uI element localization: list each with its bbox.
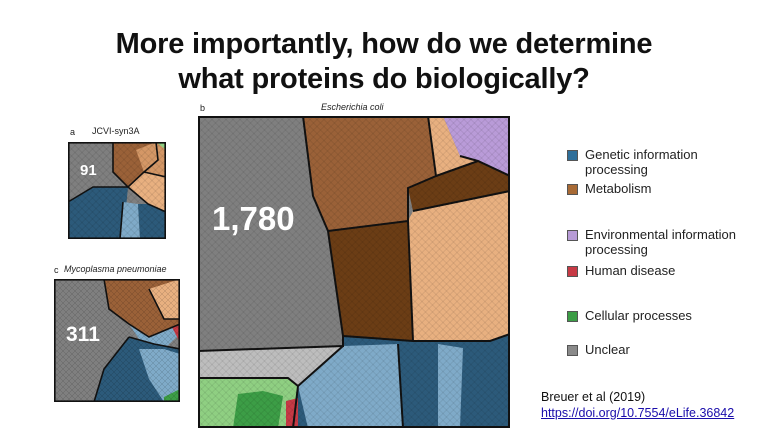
slide-title-line-2: what proteins do biologically? — [178, 63, 590, 95]
panel-c-letter: c — [54, 265, 59, 275]
legend-label-metabolism: Metabolism — [585, 181, 652, 196]
doi-link[interactable]: https://doi.org/10.7554/eLife.36842 — [541, 406, 735, 420]
legend-label-environmental: Environmental information processing — [585, 227, 737, 257]
panel-c-cell-texture — [54, 279, 180, 402]
panel-a-letter: a — [70, 127, 76, 137]
panel-b-organism: Escherichia coli — [321, 102, 384, 112]
panel-a-count: 91 — [80, 162, 97, 179]
legend-swatch-human-disease — [567, 266, 578, 277]
panel-a-organism: JCVI-syn3A — [92, 126, 140, 136]
panel-a-voronoi: 91 — [68, 142, 166, 239]
panel-b-cell-texture — [198, 116, 510, 428]
legend-swatch-metabolism — [567, 184, 578, 195]
panel-b-borders — [198, 116, 510, 428]
legend-label-genetic: Genetic information processing — [585, 147, 698, 177]
panel-a-borders — [68, 142, 166, 239]
legend-swatch-genetic — [567, 150, 578, 161]
panel-a-frame — [68, 142, 166, 239]
panel-c-borders — [93, 279, 180, 402]
panel-c-voronoi: 311 — [54, 279, 180, 402]
panel-b-letter: b — [200, 103, 206, 113]
legend-label-human-disease: Human disease — [585, 263, 676, 278]
legend-swatch-environmental — [567, 230, 578, 241]
legend-label-cellular: Cellular processes — [585, 308, 692, 323]
panel-c-count: 311 — [66, 323, 100, 346]
panel-c-frame — [54, 279, 180, 402]
slide-title-line-1: More importantly, how do we determine — [115, 28, 653, 60]
legend-label-unclear: Unclear — [585, 342, 630, 357]
panel-b-voronoi: 1,780 — [198, 116, 510, 428]
panel-c-organism: Mycoplasma pneumoniae — [64, 264, 167, 274]
legend-swatch-cellular — [567, 311, 578, 322]
panel-b-frame — [198, 116, 510, 428]
panel-b-count: 1,780 — [212, 200, 295, 237]
citation-text: Breuer et al (2019) — [541, 390, 646, 404]
legend-swatch-unclear — [567, 345, 578, 356]
panel-a-cell-texture — [68, 142, 166, 239]
